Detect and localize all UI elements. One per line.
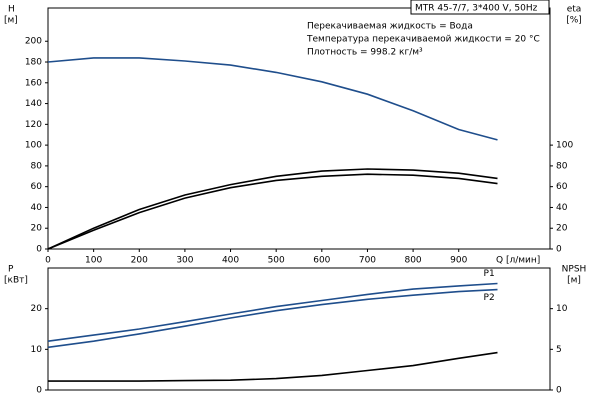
y-tick-label: 40: [31, 203, 43, 213]
plot-frame: [47, 267, 551, 391]
x-tick-label: 600: [313, 256, 330, 266]
series-line: [47, 57, 498, 141]
annotation: Плотность = 998.2 кг/м³: [307, 48, 423, 58]
y-tick-label: 80: [31, 161, 43, 171]
y-tick-label: 20: [31, 224, 43, 234]
y-tick-label: 200: [25, 37, 42, 47]
y2-axis-unit: [м]: [567, 276, 581, 286]
x-tick-label: 400: [222, 256, 239, 266]
plot-frame: [47, 7, 551, 250]
y2-axis-label: NPSH: [562, 265, 587, 275]
x-tick-label: 100: [85, 256, 102, 266]
y-tick-label: 120: [25, 120, 42, 130]
y2-axis-label: eta: [567, 5, 582, 15]
model-label: MTR 45-7/7, 3*400 V, 50Hz: [415, 4, 538, 14]
annotation: Температура перекачиваемой жидкости = 20…: [306, 35, 540, 45]
y2-tick-label: 20: [556, 224, 568, 234]
x-tick-label: 200: [131, 256, 148, 266]
series-label: P2: [484, 293, 495, 303]
series-line: [48, 351, 498, 382]
y2-tick-label: 10: [556, 304, 568, 314]
x-tick-label: 800: [404, 256, 421, 266]
y-axis-unit: [м]: [4, 16, 18, 26]
series-line: [47, 282, 498, 342]
y-tick-label: 160: [25, 78, 42, 88]
x-tick-label: 0: [45, 256, 51, 266]
series-line: [47, 168, 498, 250]
y-tick-label: 20: [31, 304, 43, 314]
y-tick-label: 0: [36, 245, 42, 255]
y2-tick-label: 0: [556, 386, 562, 396]
y-tick-label: 180: [25, 58, 42, 68]
y2-tick-label: 100: [556, 141, 573, 151]
x-tick-label: 500: [268, 256, 285, 266]
model-box: [410, 0, 550, 15]
y2-axis-unit: [%]: [566, 16, 582, 26]
y-tick-label: 0: [36, 386, 42, 396]
x-tick-label: 300: [176, 256, 193, 266]
y-axis-label: P: [8, 265, 14, 275]
y-tick-label: 60: [31, 182, 43, 192]
y-tick-label: 10: [31, 345, 43, 355]
y2-tick-label: 80: [556, 161, 568, 171]
y2-tick-label: 5: [556, 345, 562, 355]
x-axis-label: Q [л/мин]: [496, 256, 540, 266]
series-label: P1: [484, 269, 495, 279]
series-line: [47, 288, 498, 349]
series-line: [47, 173, 498, 250]
y-axis-unit: [кВт]: [4, 276, 28, 286]
y2-tick-label: 40: [556, 203, 568, 213]
y2-tick-label: 60: [556, 182, 568, 192]
annotation: Перекачиваемая жидкость = Вода: [307, 22, 473, 32]
y-tick-label: 100: [25, 141, 42, 151]
x-tick-label: 700: [359, 256, 376, 266]
y-axis-label: H: [8, 5, 15, 15]
y-tick-label: 140: [25, 99, 42, 109]
x-tick-label: 900: [450, 256, 467, 266]
y2-tick-label: 0: [556, 245, 562, 255]
